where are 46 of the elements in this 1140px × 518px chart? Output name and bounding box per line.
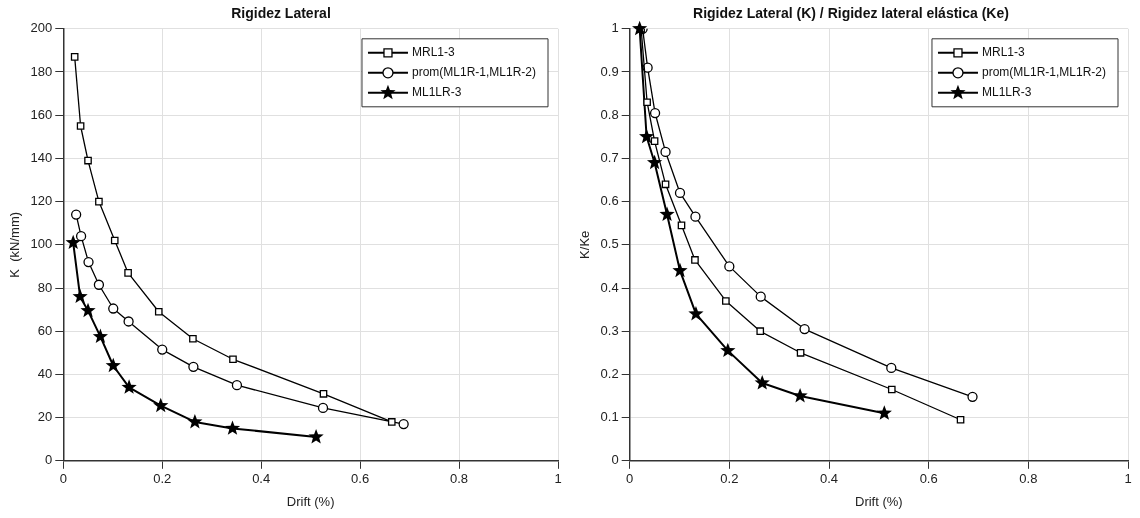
y-tick-label: 200 — [30, 20, 53, 36]
x-tick-label: 0.6 — [351, 471, 370, 487]
y-tick-label: 80 — [37, 279, 53, 295]
y-tick-label: 20 — [37, 409, 53, 425]
legend-label: ML1LR-3 — [411, 85, 462, 100]
legend-label: MRL1-3 — [411, 45, 455, 60]
x-axis-title: Drift (%) — [855, 493, 903, 509]
x-tick-label: 0.4 — [819, 471, 839, 487]
y-tick-label: 120 — [30, 193, 53, 209]
x-tick-label: 0.2 — [720, 471, 739, 487]
x-axis-title: Drift (%) — [286, 493, 335, 509]
chart-title: Rigidez Lateral — [231, 5, 331, 22]
y-tick-label: 0.8 — [600, 106, 619, 122]
y-tick-label: 160 — [30, 106, 53, 122]
y-tick-label: 0.6 — [600, 193, 619, 209]
x-tick-label: 0.6 — [919, 471, 938, 487]
x-tick-label: 0.8 — [1019, 471, 1038, 487]
y-axis-title: K (kN/mm) — [7, 211, 23, 278]
y-tick-label: 0.5 — [600, 236, 619, 252]
y-tick-label: 0.4 — [600, 279, 619, 295]
x-tick-label: 0 — [626, 471, 634, 487]
y-tick-label: 0.3 — [600, 322, 619, 338]
legend-label: MRL1-3 — [981, 45, 1025, 60]
x-tick-label: 1 — [554, 471, 562, 487]
y-tick-label: 140 — [30, 149, 53, 165]
y-tick-label: 0.9 — [600, 63, 619, 79]
x-tick-label: 1 — [1124, 471, 1132, 487]
y-tick-label: 40 — [37, 365, 53, 381]
y-tick-label: 0.2 — [600, 365, 619, 381]
chart-title: Rigidez Lateral (K) / Rigidez lateral elástica (Ke) — [693, 5, 1009, 22]
y-tick-label: 1 — [611, 20, 619, 36]
y-tick-label: 60 — [37, 322, 53, 338]
x-tick-label: 0.8 — [450, 471, 469, 487]
x-tick-label: 0.4 — [252, 471, 271, 487]
y-tick-label: 0 — [611, 452, 619, 468]
y-tick-label: 180 — [30, 63, 53, 79]
y-tick-label: 0.7 — [600, 149, 619, 165]
legend-label: ML1LR-3 — [981, 85, 1032, 100]
y-tick-label: 100 — [30, 236, 53, 252]
y-tick-label: 0 — [45, 452, 53, 468]
y-tick-label: 0.1 — [600, 409, 619, 425]
legend-label: prom(ML1R-1,ML1R-2) — [411, 65, 537, 80]
x-tick-label: 0 — [59, 471, 67, 487]
legend-label: prom(ML1R-1,ML1R-2) — [981, 65, 1107, 80]
y-axis-title: K/Ke — [577, 230, 593, 259]
x-tick-label: 0.2 — [153, 471, 172, 487]
